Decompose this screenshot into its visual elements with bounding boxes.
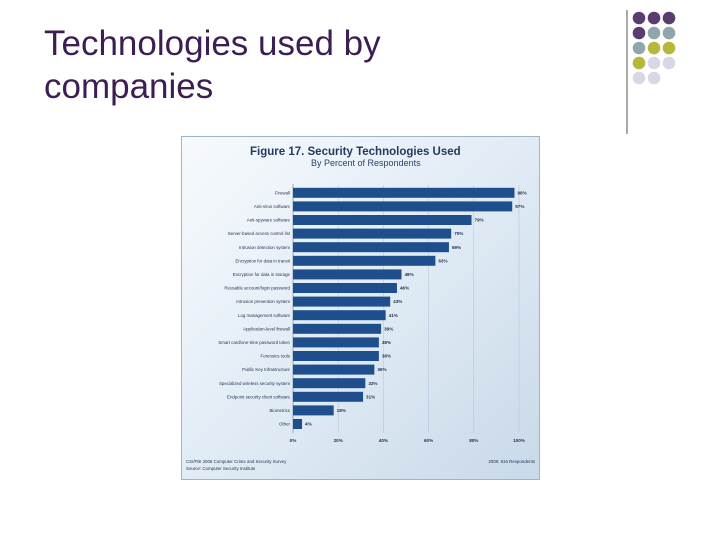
x-tick-label: 100%	[513, 438, 525, 443]
bar	[293, 283, 397, 293]
category-label: Intrusion prevention system	[236, 299, 290, 304]
decorative-dot	[647, 11, 661, 25]
decorative-dot	[662, 41, 676, 55]
chart-subtitle: By Percent of Respondents	[311, 158, 421, 168]
category-label: Forensics tools	[260, 354, 290, 359]
data-label: 32%	[368, 381, 377, 386]
category-label: Anti-spyware software	[247, 218, 291, 223]
data-label: 38%	[382, 340, 391, 345]
category-label: Smart card/one-time password token	[218, 340, 290, 345]
decorative-dot	[662, 11, 676, 25]
footer-source-line-2: Source: Computer Security Institute	[186, 466, 256, 471]
decorative-dot	[632, 11, 646, 25]
x-tick-label: 20%	[334, 438, 343, 443]
category-label: Intrusion detection system	[239, 245, 290, 250]
data-label: 39%	[384, 326, 393, 331]
data-label: 4%	[305, 422, 312, 427]
data-label: 41%	[389, 313, 398, 318]
data-label: 48%	[404, 272, 413, 277]
data-label: 36%	[377, 367, 386, 372]
category-label: Public Key Infrastructure	[242, 367, 290, 372]
chart-panel: Figure 17. Security Technologies Used By…	[181, 136, 540, 480]
chart-title: Figure 17. Security Technologies Used	[250, 146, 461, 158]
data-label: 38%	[382, 354, 391, 359]
bar	[293, 378, 366, 389]
x-tick-label: 80%	[469, 438, 478, 443]
decorative-dot	[632, 26, 646, 40]
decorative-dot-grid	[626, 10, 676, 134]
decorative-dot	[647, 41, 661, 55]
bar	[293, 296, 391, 307]
data-label: 70%	[454, 231, 463, 236]
bar	[293, 255, 436, 266]
category-label: Other	[279, 422, 291, 427]
data-label: 46%	[400, 286, 409, 291]
category-label: Specialized wireless security system	[219, 381, 290, 386]
x-tick-label: 40%	[379, 438, 388, 443]
decorative-dot	[647, 56, 661, 70]
bar	[293, 405, 334, 416]
bar	[293, 337, 379, 348]
plot-area: 0% 20% 40% 60% 80% 100% Firewall 98% Anti-virus …	[218, 184, 527, 443]
category-label: Server-based access control list	[228, 231, 291, 236]
data-label: 69%	[452, 245, 461, 250]
category-label: Anti-virus software	[254, 204, 291, 209]
decorative-dot	[632, 56, 646, 70]
bar	[293, 215, 472, 225]
bar	[293, 242, 449, 253]
data-label: 97%	[515, 204, 524, 209]
footer-source-line-1: CSI/FBI 2006 Computer Crime and Security…	[186, 459, 287, 464]
category-label: Reusable account/login password	[224, 286, 290, 291]
data-label: 79%	[475, 218, 484, 223]
x-tick-label: 60%	[424, 438, 433, 443]
bar	[293, 201, 513, 212]
slide-title: Technologies used by companies	[44, 22, 564, 108]
bar	[293, 391, 364, 402]
slide-title-line-1: Technologies used by	[44, 24, 381, 63]
bar	[293, 351, 379, 361]
category-label: Endpoint security client software	[227, 394, 291, 399]
x-tick-label: 0%	[290, 438, 297, 443]
decorative-dot	[632, 71, 646, 85]
slide-title-line-2: companies	[44, 67, 214, 106]
bar-chart: Figure 17. Security Technologies Used By…	[186, 146, 536, 471]
decorative-dot	[647, 71, 661, 85]
bar	[293, 310, 386, 321]
decorative-dot	[647, 26, 661, 40]
category-label: Firewall	[275, 190, 290, 195]
bar	[293, 187, 515, 198]
bar	[293, 269, 402, 280]
category-label: Log management software	[238, 313, 291, 318]
data-label: 18%	[337, 408, 346, 413]
decorative-dot	[662, 26, 676, 40]
bar	[293, 323, 382, 334]
data-label: 43%	[393, 299, 402, 304]
bar	[293, 419, 303, 429]
category-label: Biometrics	[270, 408, 291, 413]
data-label: 98%	[517, 190, 526, 195]
bar	[293, 364, 375, 375]
decorative-dot	[662, 56, 676, 70]
data-label: 63%	[438, 258, 447, 263]
category-label: Application-level firewall	[243, 326, 290, 331]
category-label: Encryption for data in transit	[235, 258, 290, 263]
category-label: Encryption for data in storage	[233, 272, 291, 277]
decorative-dot	[632, 41, 646, 55]
footer-respondents: 2006: 616 Respondents	[488, 459, 535, 464]
data-label: 31%	[366, 394, 375, 399]
bar	[293, 228, 452, 239]
